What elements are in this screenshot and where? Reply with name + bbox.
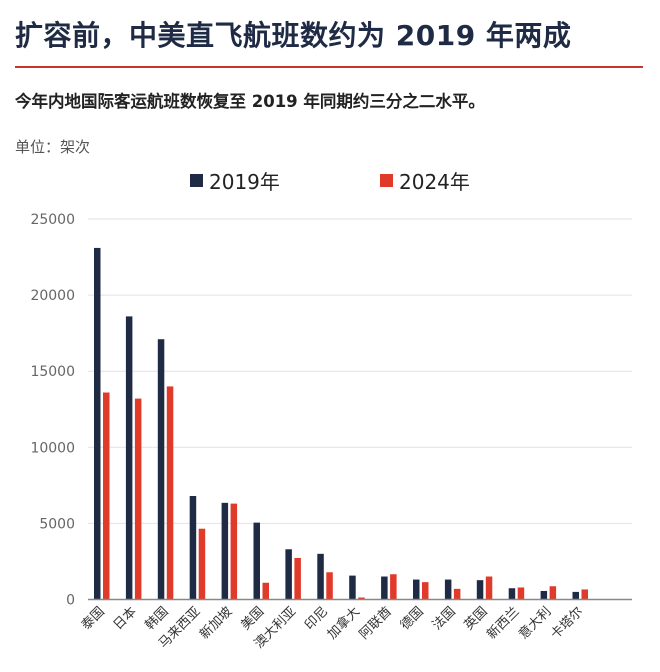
legend-label-2019: 2019年 [209,170,280,194]
bar-2019 [189,496,197,600]
legend-label-2024: 2024年 [399,170,470,194]
page-title: 扩容前，中美直飞航班数约为 2019 年两成 [15,19,572,52]
bar-2024 [517,587,525,600]
y-tick-label: 25000 [30,212,75,228]
bar-2024 [166,386,174,600]
y-tick-label: 0 [66,593,75,609]
x-tick-label: 泰国 [79,604,108,633]
bar-2019 [317,553,324,600]
bar-2019 [540,590,548,600]
bar-2024 [262,582,269,600]
bar-2019 [157,339,165,600]
bar-2024 [358,597,365,600]
x-tick-label: 加拿大 [324,604,363,643]
title-divider [15,66,643,68]
x-tick-label: 阿联酋 [356,604,395,643]
bar-2019 [94,247,101,600]
bar-2024 [485,576,493,600]
y-tick-label: 15000 [30,364,75,380]
bar-2019 [413,579,420,600]
bar-2024 [422,582,429,600]
bar-2019 [221,502,229,600]
bar-2024 [103,392,110,600]
x-tick-label: 日本 [111,604,140,633]
x-tick-label: 法国 [430,604,459,633]
legend-item-2019: 2019年 [190,166,280,195]
legend-item-2024: 2024年 [380,166,470,195]
bar-2024 [326,572,333,600]
bar-2019 [253,522,260,600]
x-tick-label: 意大利 [516,604,555,643]
x-tick-label: 新西兰 [484,604,523,643]
legend-swatch-2024 [380,174,393,187]
bar-2019 [349,575,356,600]
bar-2024 [294,557,301,600]
x-tick-label: 德国 [398,604,427,633]
bar-2019 [508,588,516,600]
unit-label: 单位：架次 [15,138,91,156]
y-tick-label: 20000 [30,288,75,304]
x-tick-label: 卡塔尔 [548,604,586,642]
legend-swatch-2019 [190,174,203,187]
bar-2024 [581,589,588,600]
bar-2019 [285,549,292,600]
y-tick-label: 5000 [39,516,75,532]
bar-2024 [549,586,557,600]
bar-2024 [230,503,238,600]
bar-2019 [444,579,452,600]
bar-2024 [453,588,461,600]
x-tick-label: 新加坡 [197,604,236,643]
bar-2019 [381,576,388,600]
bar-2019 [476,580,484,600]
bar-2019 [572,591,579,600]
chart-subtitle: 今年内地国际客运航班数恢复至 2019 年同期约三分之二水平。 [15,92,485,111]
y-tick-label: 10000 [30,440,75,456]
bar-2024 [390,574,397,600]
bar-2024 [198,528,206,600]
bar-2024 [134,398,142,600]
bar-2019 [125,316,133,600]
